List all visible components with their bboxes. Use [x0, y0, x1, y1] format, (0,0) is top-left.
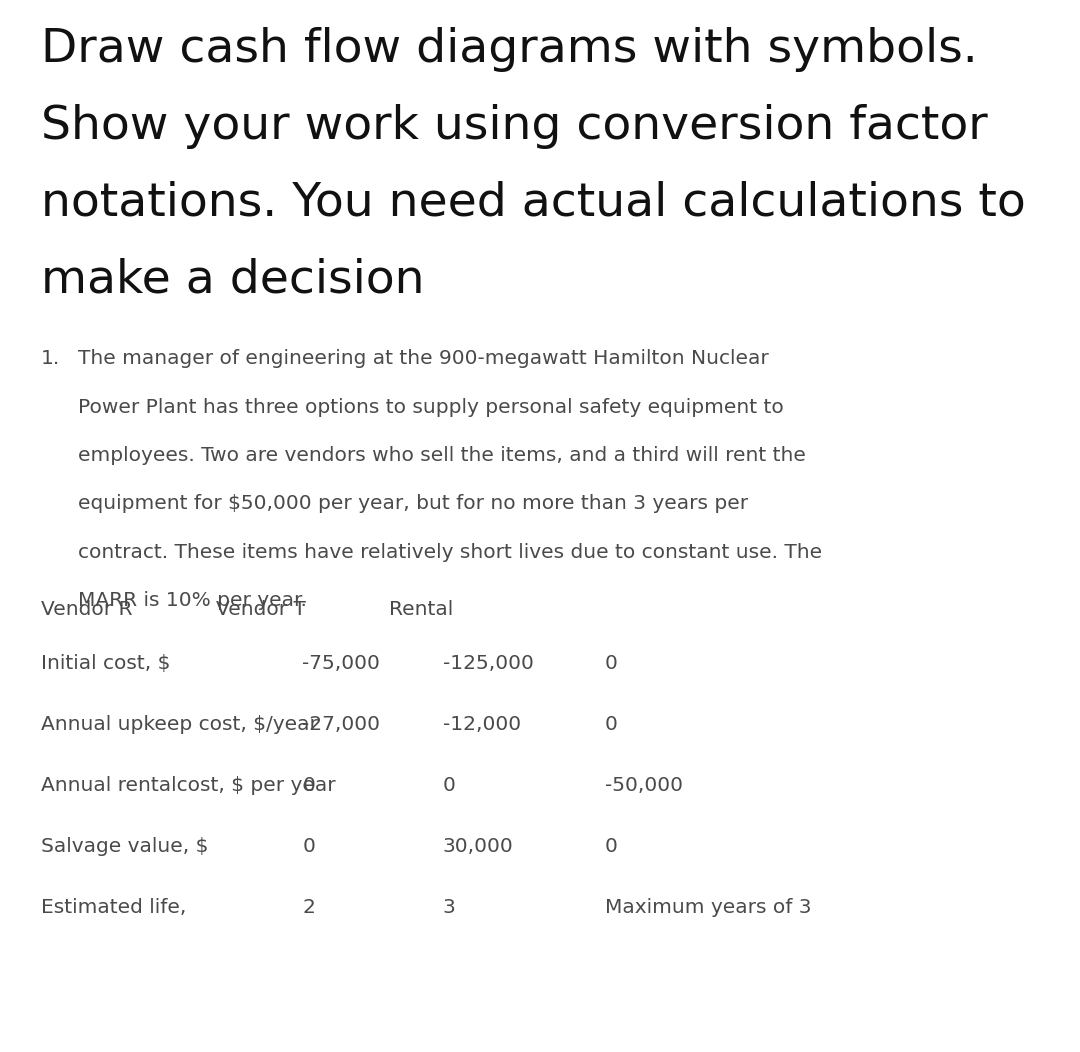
Text: make a decision: make a decision — [41, 258, 424, 303]
Text: Rental: Rental — [389, 600, 453, 619]
Text: 0: 0 — [302, 837, 315, 856]
Text: -50,000: -50,000 — [605, 776, 683, 795]
Text: 2: 2 — [302, 898, 315, 917]
Text: 0: 0 — [443, 776, 456, 795]
Text: Power Plant has three options to supply personal safety equipment to: Power Plant has three options to supply … — [78, 398, 783, 417]
Text: -75,000: -75,000 — [302, 654, 380, 673]
Text: 30,000: 30,000 — [443, 837, 514, 856]
Text: employees. Two are vendors who sell the items, and a third will rent the: employees. Two are vendors who sell the … — [78, 446, 806, 465]
Text: -12,000: -12,000 — [443, 715, 521, 734]
Text: notations. You need actual calculations to: notations. You need actual calculations … — [41, 181, 1026, 226]
Text: Annual rentalcost, $ per year: Annual rentalcost, $ per year — [41, 776, 336, 795]
Text: Maximum years of 3: Maximum years of 3 — [605, 898, 811, 917]
Text: contract. These items have relatively short lives due to constant use. The: contract. These items have relatively sh… — [78, 543, 822, 562]
Text: Initial cost, $: Initial cost, $ — [41, 654, 171, 673]
Text: MARR is 10% per year.: MARR is 10% per year. — [78, 591, 307, 610]
Text: Annual upkeep cost, $/year: Annual upkeep cost, $/year — [41, 715, 318, 734]
Text: 0: 0 — [605, 715, 618, 734]
Text: 3: 3 — [443, 898, 456, 917]
Text: Estimated life,: Estimated life, — [41, 898, 187, 917]
Text: 0: 0 — [605, 837, 618, 856]
Text: 0: 0 — [302, 776, 315, 795]
Text: Salvage value, $: Salvage value, $ — [41, 837, 208, 856]
Text: -27,000: -27,000 — [302, 715, 380, 734]
Text: Draw cash flow diagrams with symbols.: Draw cash flow diagrams with symbols. — [41, 27, 977, 73]
Text: Show your work using conversion factor: Show your work using conversion factor — [41, 104, 988, 149]
Text: -125,000: -125,000 — [443, 654, 534, 673]
Text: Vendor T: Vendor T — [216, 600, 306, 619]
Text: The manager of engineering at the 900-megawatt Hamilton Nuclear: The manager of engineering at the 900-me… — [78, 349, 769, 368]
Text: Vendor R: Vendor R — [41, 600, 133, 619]
Text: 0: 0 — [605, 654, 618, 673]
Text: 1.: 1. — [41, 349, 60, 368]
Text: equipment for $50,000 per year, but for no more than 3 years per: equipment for $50,000 per year, but for … — [78, 494, 747, 513]
